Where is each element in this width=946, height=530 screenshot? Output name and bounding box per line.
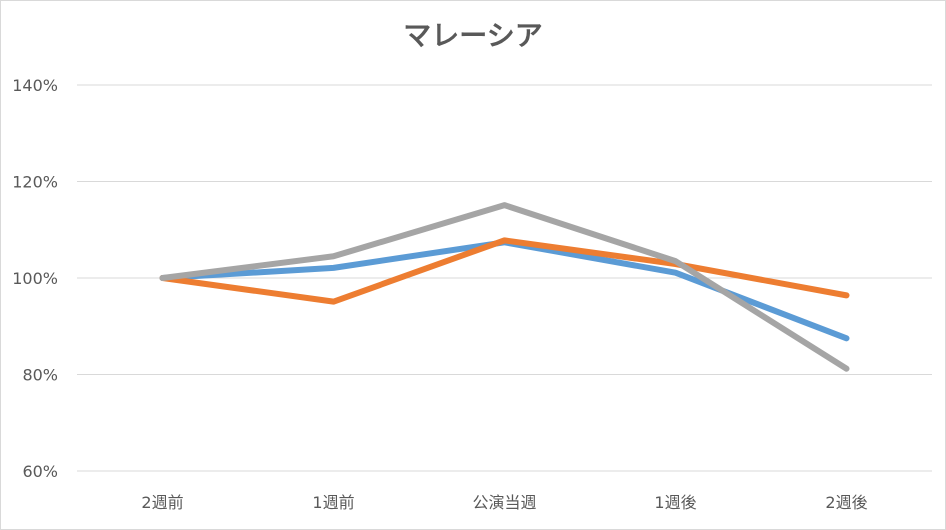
y-tick-label: 100% [12,269,58,288]
y-tick-label: 60% [22,462,58,481]
x-tick-label: 2週後 [825,493,867,512]
y-tick-label: 80% [22,366,58,385]
chart-title: マレーシア [403,19,542,52]
y-tick-label: 140% [12,76,58,95]
x-tick-label: 1週後 [654,493,696,512]
x-tick-label: 2週前 [141,493,183,512]
series-line-3 [159,202,850,372]
x-tick-label: 1週前 [312,493,354,512]
series-line-2 [159,237,850,305]
y-tick-label: 120% [12,173,58,192]
x-tick-label: 公演当週 [472,493,536,512]
